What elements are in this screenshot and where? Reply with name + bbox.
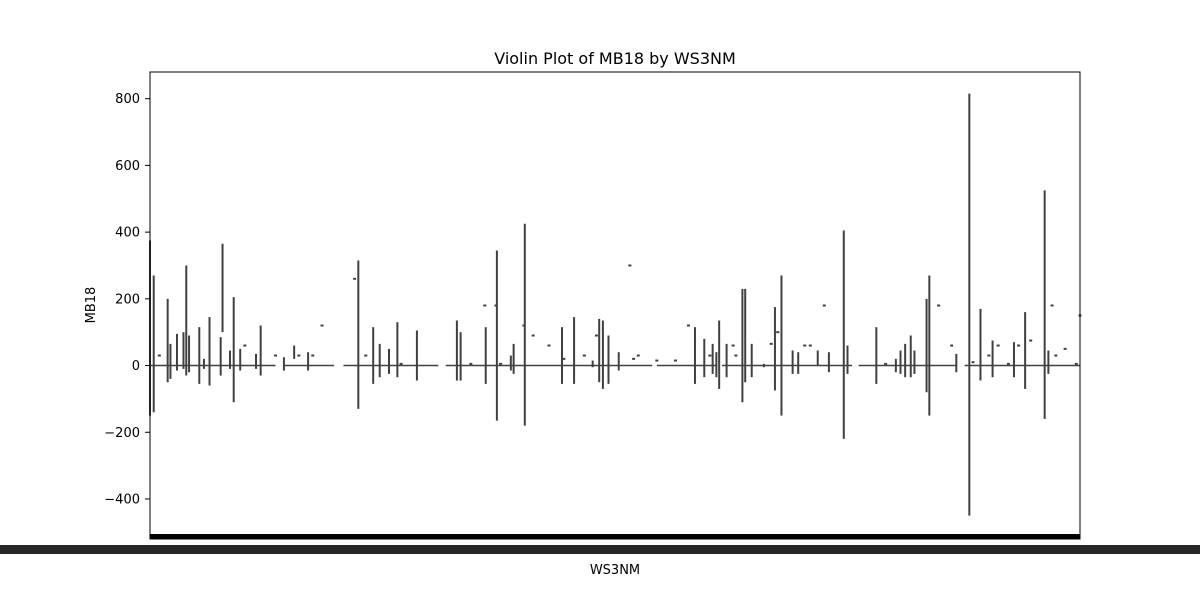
y-tick-label: 0: [132, 359, 140, 374]
chart-title: Violin Plot of MB18 by WS3NM: [494, 49, 736, 68]
y-tick-label: 400: [115, 226, 140, 241]
y-tick-label: −200: [104, 426, 140, 441]
y-tick-label: 200: [115, 292, 140, 307]
y-axis-label: MB18: [84, 287, 99, 324]
x-tick-band: [150, 534, 1080, 539]
x-axis-label: WS3NM: [590, 563, 640, 578]
x-tick-labels-band: [0, 545, 1200, 554]
y-tick-label: 600: [115, 159, 140, 174]
y-tick-label: −400: [104, 492, 140, 507]
plot-area: −400 −200 0 200 400 600 800: [0, 71, 1200, 554]
y-tick-label: 800: [115, 92, 140, 107]
axes-frame: [149, 71, 1081, 540]
